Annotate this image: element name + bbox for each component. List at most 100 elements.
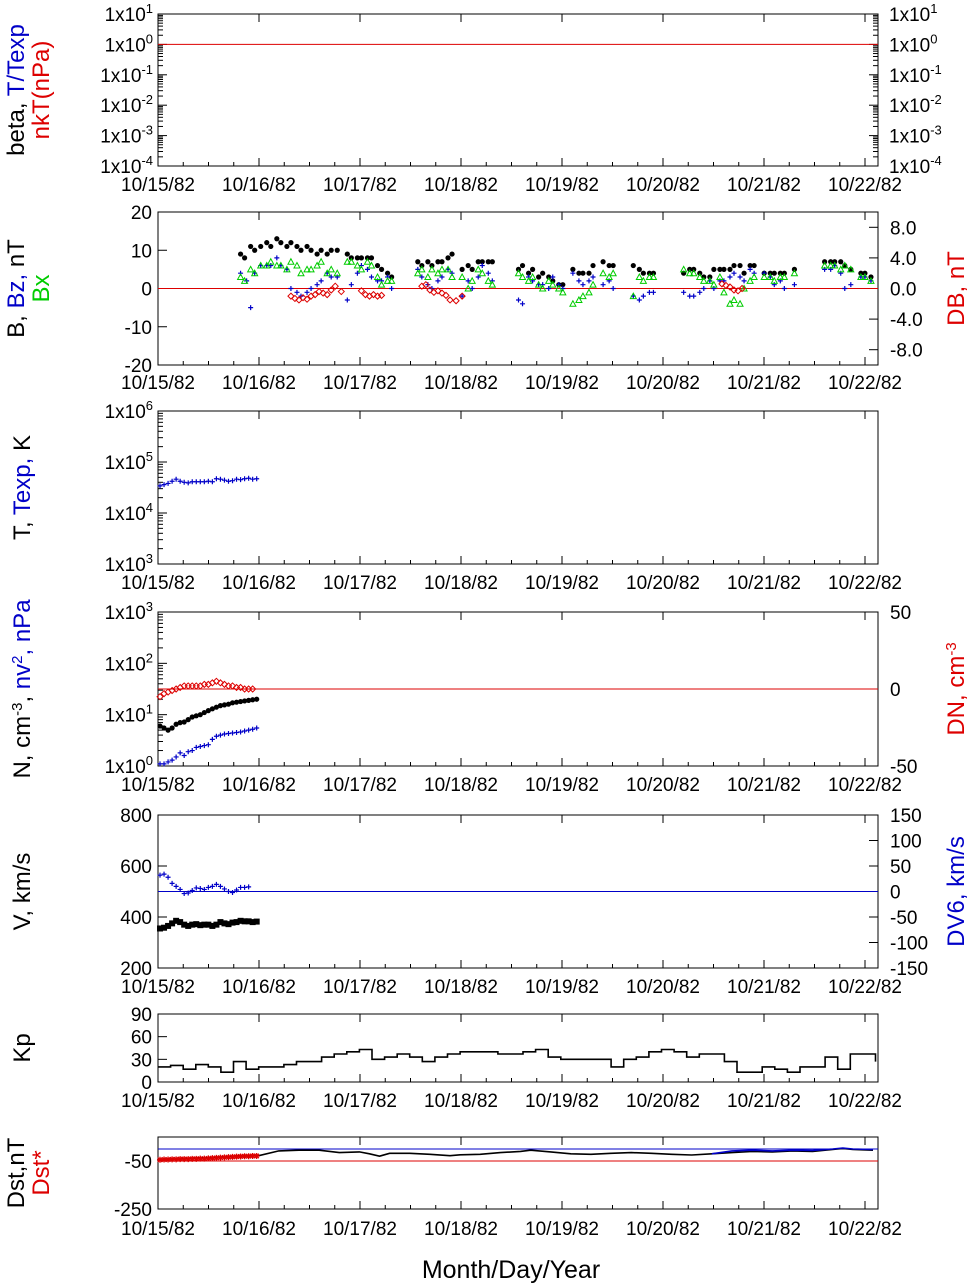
data-point (192, 682, 200, 690)
y-tick-label: 1x103 (105, 551, 153, 576)
tick-exponent: -4 (930, 153, 942, 168)
x-tick-label: 10/19/82 (525, 1219, 599, 1240)
tick-mantissa: 1x10 (889, 157, 930, 178)
y-tick-label-right: 100 (890, 832, 922, 853)
data-point (228, 682, 237, 690)
x-tick-label: 10/19/82 (525, 175, 599, 196)
data-point (246, 265, 255, 273)
y-tick-label: 600 (120, 857, 152, 878)
x-tick-label: 10/22/82 (828, 977, 902, 998)
data-point (465, 278, 471, 284)
data-point (475, 259, 481, 265)
data-point (287, 292, 295, 300)
data-point (221, 477, 227, 483)
x-tick-label: 10/17/82 (323, 573, 397, 594)
x-tick-label: 10/15/82 (121, 573, 195, 594)
data-point (324, 251, 330, 257)
data-point (220, 680, 229, 689)
data-point (229, 1153, 236, 1160)
y-tick-label: 1x102 (105, 650, 153, 675)
data-point (585, 288, 593, 296)
data-point (323, 290, 331, 299)
data-point (238, 477, 244, 483)
x-tick-label: 10/15/82 (121, 977, 195, 998)
data-point (272, 261, 281, 269)
data-point (459, 293, 465, 299)
x-tick-label: 10/15/82 (121, 1091, 195, 1112)
data-point (217, 703, 224, 709)
tick-mantissa: 1x10 (105, 706, 146, 727)
data-point (173, 883, 179, 889)
data-point (377, 280, 386, 288)
x-tick-label: 10/22/82 (828, 1091, 902, 1112)
y-axis-label-right: DB, nT (943, 251, 970, 326)
y-axis-label-part: N, cm (9, 716, 36, 779)
y-axis-label-part: -3 (9, 703, 26, 716)
data-point (605, 272, 613, 281)
y-axis-label-part: Texp, (9, 451, 36, 515)
x-tick-label: 10/19/82 (525, 977, 599, 998)
data-point (250, 269, 259, 277)
data-point (373, 272, 382, 281)
data-point (169, 880, 175, 886)
data-point (237, 698, 244, 705)
data-point (230, 478, 236, 484)
data-point (781, 286, 787, 291)
data-point (445, 255, 451, 261)
data-point (240, 276, 249, 284)
data-point (580, 270, 586, 276)
x-tick-label: 10/16/82 (222, 175, 296, 196)
data-point (304, 289, 310, 295)
y-axis-label: B, Bz, nT (3, 239, 30, 338)
y-axis-label-part: T, (9, 515, 36, 540)
data-point (156, 692, 164, 701)
data-point (428, 265, 436, 273)
x-tick-label: 10/20/82 (626, 775, 700, 796)
y-axis-label-part: Bx (28, 274, 55, 302)
data-point (238, 729, 244, 735)
tick-mantissa: 1x10 (105, 555, 146, 576)
data-point (357, 265, 366, 273)
data-point (836, 265, 845, 273)
data-point (846, 265, 855, 273)
tick-exponent: 0 (146, 31, 153, 46)
data-point (519, 262, 526, 269)
data-point (528, 272, 537, 281)
tick-exponent: -3 (930, 123, 942, 138)
data-point (691, 293, 697, 299)
x-tick-label: 10/22/82 (828, 175, 902, 196)
tick-mantissa: 1x10 (105, 402, 146, 423)
x-tick-label: 10/21/82 (727, 1219, 801, 1240)
data-point (536, 274, 542, 280)
data-point (313, 261, 321, 269)
data-point (368, 255, 375, 261)
data-point (249, 1152, 256, 1159)
data-point (177, 750, 183, 756)
data-point (157, 723, 163, 729)
data-point (177, 478, 183, 484)
x-tick-label: 10/15/82 (121, 775, 195, 796)
data-point (780, 272, 789, 281)
data-point (589, 280, 597, 288)
x-tick-label: 10/21/82 (727, 775, 801, 796)
data-point (205, 742, 211, 748)
tick-exponent: 5 (146, 449, 153, 464)
y-tick-label: 800 (120, 806, 152, 827)
series-plus (157, 725, 260, 767)
data-point (485, 259, 491, 265)
data-point (319, 289, 327, 297)
data-point (246, 727, 252, 733)
y-axis-label: T, Texp, K (9, 435, 36, 540)
data-point (766, 272, 775, 281)
x-tick-label: 10/17/82 (323, 175, 397, 196)
data-point (468, 276, 477, 284)
y-axis-label-part: T/Texp (3, 24, 30, 96)
y-axis-label-part: DN, cm (943, 656, 970, 736)
data-point (173, 476, 179, 482)
tick-exponent: 0 (930, 31, 937, 46)
data-point (201, 743, 207, 749)
y-tick-label-right: 1x10-1 (889, 62, 942, 87)
data-point (291, 294, 299, 303)
data-point (284, 243, 290, 250)
data-point (252, 247, 258, 253)
